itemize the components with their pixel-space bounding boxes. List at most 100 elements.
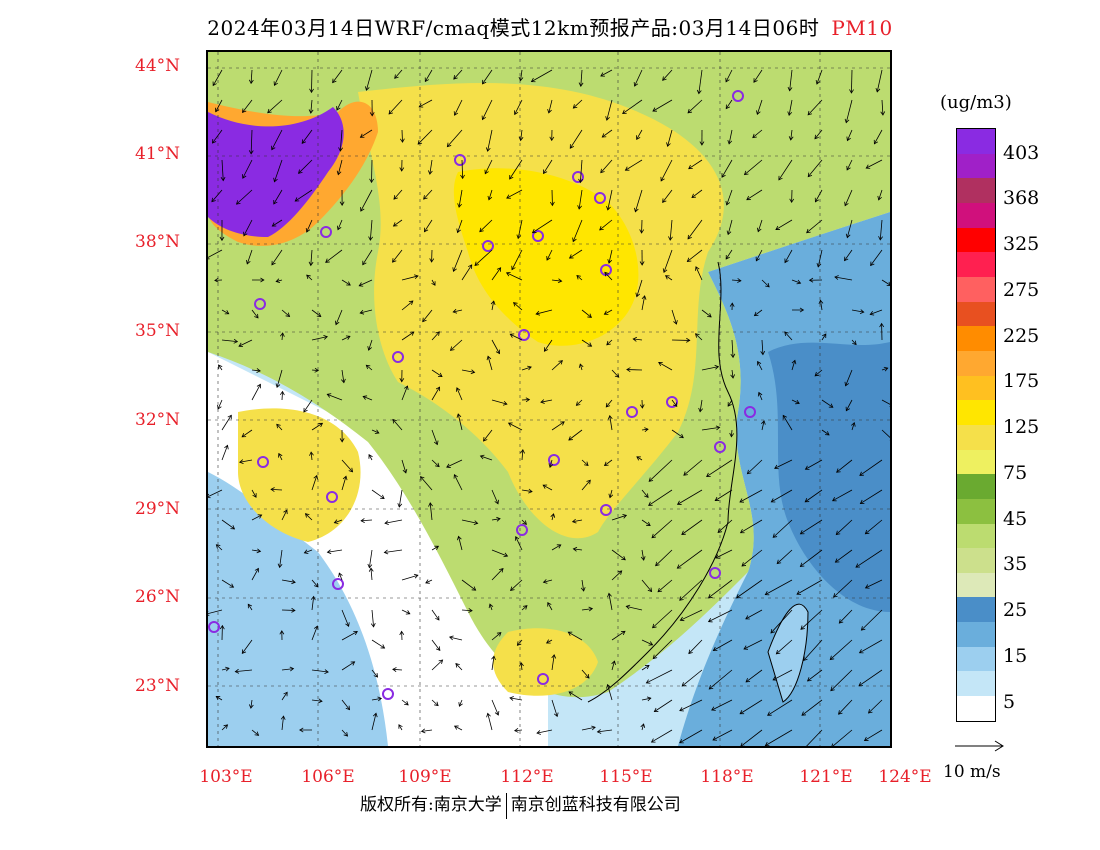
wind-vector-head: [845, 233, 851, 239]
wind-vector-head: [398, 724, 403, 729]
graticule: [208, 52, 890, 746]
wind-vector-head: [373, 672, 379, 678]
wind-vector-head: [691, 193, 697, 198]
wind-vector-head: [569, 144, 575, 149]
wind-vector-head: [380, 644, 386, 649]
wind-vector-head: [557, 278, 563, 284]
wind-vector-head: [698, 407, 703, 413]
wind-vector-head: [548, 463, 554, 468]
wind-vector: [212, 69, 223, 86]
wind-vector: [725, 69, 733, 83]
wind-vector: [454, 725, 463, 731]
wind-vector: [788, 99, 793, 116]
wind-vector-head: [346, 281, 351, 286]
wind-vector: [311, 669, 329, 673]
wind-vector: [641, 665, 650, 671]
wind-vector: [517, 219, 523, 239]
wind-vector: [515, 536, 523, 551]
lon-label: 106°E: [301, 767, 355, 787]
city-marker: [537, 673, 549, 685]
wind-vector-head: [845, 406, 850, 412]
wind-vector-head: [309, 451, 314, 456]
color-bar-swatch: [957, 424, 995, 450]
wind-vector: [651, 729, 673, 743]
wind-vector: [279, 549, 283, 568]
wind-vector: [303, 399, 313, 413]
wind-vector-head: [711, 706, 716, 711]
wind-vector: [520, 129, 523, 141]
city-marker: [208, 621, 220, 633]
wind-vector: [341, 369, 345, 383]
map-panel[interactable]: [206, 50, 892, 748]
wind-vector: [491, 399, 507, 405]
wind-vector: [741, 549, 763, 567]
wind-vector: [782, 415, 793, 431]
wind-vector-head: [787, 111, 793, 117]
wind-vector: [334, 519, 343, 524]
wind-vector-head: [235, 200, 241, 205]
wind-vector-head: [273, 199, 278, 205]
wind-vector-head: [507, 422, 513, 427]
wind-vector-head: [607, 592, 612, 598]
wind-vector-head: [279, 332, 285, 337]
wind-vector: [663, 249, 673, 273]
wind-vector-head: [514, 536, 520, 541]
wind-vector-head: [456, 413, 462, 418]
wind-vector: [772, 669, 793, 681]
lon-label: 112°E: [500, 767, 554, 787]
wind-vector-head: [326, 393, 332, 398]
wind-vector: [652, 99, 673, 112]
wind-vector-head: [291, 579, 296, 585]
wind-vector: [859, 459, 883, 476]
wind-vector-head: [725, 77, 730, 83]
wind-vector: [611, 549, 626, 561]
wind-vector-head: [831, 497, 837, 502]
wind-vector-head: [727, 139, 733, 145]
wind-vector-head: [789, 198, 795, 204]
color-bar-swatch: [957, 375, 995, 401]
wind-vector: [859, 639, 883, 654]
wind-vector: [845, 99, 853, 123]
wind-vector-head: [384, 520, 389, 526]
lat-label: 32°N: [135, 410, 181, 430]
wind-vector-head: [660, 176, 665, 182]
wind-vector: [767, 699, 793, 716]
color-bar-swatch: [957, 597, 995, 623]
wind-vector: [401, 331, 415, 341]
wind-vector: [431, 699, 439, 706]
wind-vector: [514, 729, 523, 732]
wind-vector-head: [729, 432, 735, 438]
legend-label: 15: [1003, 645, 1028, 667]
wind-vector-head: [271, 222, 277, 227]
wind-vector-head: [502, 400, 508, 406]
wind-vector: [311, 579, 319, 588]
wind-vector: [520, 662, 523, 671]
wind-vector: [424, 69, 433, 82]
wind-vector: [301, 129, 313, 144]
wind-vector: [821, 333, 827, 341]
wind-vector: [838, 699, 853, 715]
wind-vector: [844, 189, 853, 206]
wind-vector-head: [233, 338, 239, 344]
wind-vector: [392, 668, 403, 671]
wind-vector-head: [578, 363, 584, 369]
wind-vector: [602, 129, 613, 138]
city-marker: [714, 441, 726, 453]
wind-vector-head: [707, 618, 713, 623]
wind-vector: [215, 696, 223, 701]
lat-label: 38°N: [135, 232, 181, 252]
wind-vector-head: [325, 258, 330, 263]
wind-vector: [784, 331, 793, 341]
wind-vector-head: [772, 533, 778, 538]
wind-vector: [713, 639, 733, 651]
wind-vector-head: [873, 139, 879, 145]
wind-vector: [371, 639, 385, 649]
wind-vector-head: [721, 173, 726, 178]
city-marker: [600, 504, 612, 516]
wind-vector-head: [256, 368, 261, 373]
wind-vector: [804, 489, 823, 503]
wind-vector: [221, 415, 232, 431]
wind-vector-head: [275, 278, 281, 284]
wind-vector: [310, 249, 313, 266]
wind-vector: [461, 159, 464, 179]
